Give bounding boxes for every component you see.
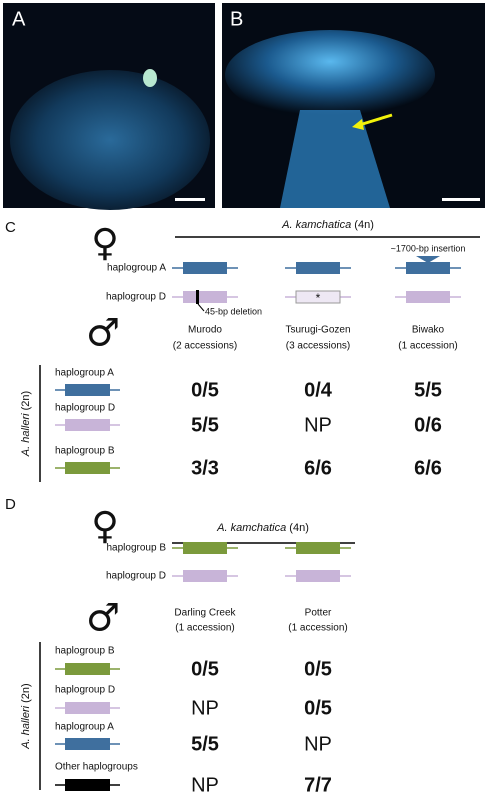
ploidy: (4n) [289, 522, 309, 534]
photo-label: A [12, 8, 26, 30]
cross-result: NP [191, 774, 219, 796]
photo-a-spot [143, 69, 157, 87]
species-name: A. kamchatica [216, 522, 286, 534]
gene-box [183, 570, 227, 582]
population-name: Darling Creek [174, 608, 236, 619]
gene-box [295, 290, 341, 304]
gene-box [183, 542, 227, 554]
population-name: Tsurugi-Gozen [285, 325, 350, 336]
cross-result: 6/6 [414, 457, 442, 479]
gene-box [183, 262, 227, 274]
gene-box [65, 779, 110, 791]
accession-count: (2 accessions) [173, 341, 237, 352]
insertion-label: ~1700-bp insertion [391, 243, 466, 253]
photo-b-style [280, 110, 390, 208]
cross-result: 0/5 [304, 697, 332, 719]
haplogroup-label: haplogroup B [55, 446, 115, 457]
haplogroup-label: haplogroup B [55, 646, 115, 657]
photo-b-tissue [225, 30, 435, 120]
cross-result: 7/7 [304, 774, 332, 796]
population-name: Potter [305, 608, 332, 619]
female-symbol: ♀ [91, 504, 119, 548]
gene-box [183, 291, 227, 303]
cross-result: NP [304, 414, 332, 436]
gene-box [296, 542, 340, 554]
gene-box [65, 462, 110, 474]
haplogroup-label: haplogroup D [106, 571, 166, 582]
haplogroup-label: haplogroup B [107, 543, 167, 554]
gene-box [65, 663, 110, 675]
ploidy: (2n) [20, 683, 32, 703]
cross-result: 0/5 [191, 658, 219, 680]
male-symbol: ♂ [86, 596, 120, 640]
species-label: A. halleri (2n) [20, 683, 32, 749]
species-label: A. kamchatica (4n) [216, 522, 309, 534]
ploidy: (4n) [354, 219, 374, 231]
accession-count: (1 accession) [175, 623, 234, 634]
cross-result: 0/5 [191, 379, 219, 401]
insertion-mark [416, 256, 440, 263]
mutation-star: * [316, 291, 321, 305]
haplogroup-label: haplogroup D [106, 292, 166, 303]
cross-result: NP [304, 733, 332, 755]
gene-box [296, 570, 340, 582]
cross-result: 3/3 [191, 457, 219, 479]
cross-result: 0/4 [304, 379, 333, 401]
species-name: A. halleri [20, 705, 32, 749]
haplogroup-label: haplogroup A [55, 368, 114, 379]
deletion-mark [196, 290, 199, 304]
accession-count: (3 accessions) [286, 341, 350, 352]
scale-bar [442, 198, 480, 201]
panel-label: D [5, 496, 16, 513]
leader [197, 303, 205, 312]
gene-box [65, 702, 110, 714]
panel-label: C [5, 219, 16, 236]
species-name: A. kamchatica [281, 219, 351, 231]
haplogroup-label: haplogroup D [55, 685, 115, 696]
population-name: Biwako [412, 325, 445, 336]
haplogroup-label: haplogroup D [55, 403, 115, 414]
cross-result: 6/6 [304, 457, 332, 479]
haplogroup-label: haplogroup A [55, 722, 114, 733]
species-label: A. kamchatica (4n) [281, 219, 374, 231]
gene-box [65, 738, 110, 750]
male-symbol: ♂ [86, 311, 120, 355]
cross-result: 0/6 [414, 414, 442, 436]
gene-box [65, 419, 110, 431]
gene-box [406, 291, 450, 303]
photo-a-tissue [10, 70, 210, 210]
deletion-label: 45-bp deletion [205, 306, 262, 316]
cross-result: 5/5 [414, 379, 442, 401]
haplogroup-label: Other haplogroups [55, 762, 138, 773]
cross-result: 5/5 [191, 733, 219, 755]
gene-box [406, 262, 450, 274]
cross-result: 5/5 [191, 414, 219, 436]
cross-result: NP [191, 697, 219, 719]
gene-box [65, 384, 110, 396]
species-label: A. halleri (2n) [20, 391, 32, 457]
accession-count: (1 accession) [398, 341, 457, 352]
gene-box [296, 262, 340, 274]
cross-result: 0/5 [304, 658, 332, 680]
accession-count: (1 accession) [288, 623, 347, 634]
population-name: Murodo [188, 325, 222, 336]
scale-bar [175, 198, 205, 201]
female-symbol: ♀ [91, 221, 119, 265]
species-name: A. halleri [20, 413, 32, 457]
photo-label: B [230, 8, 243, 30]
arrow-head [352, 119, 364, 130]
ploidy: (2n) [20, 391, 32, 411]
haplogroup-label: haplogroup A [107, 263, 166, 274]
